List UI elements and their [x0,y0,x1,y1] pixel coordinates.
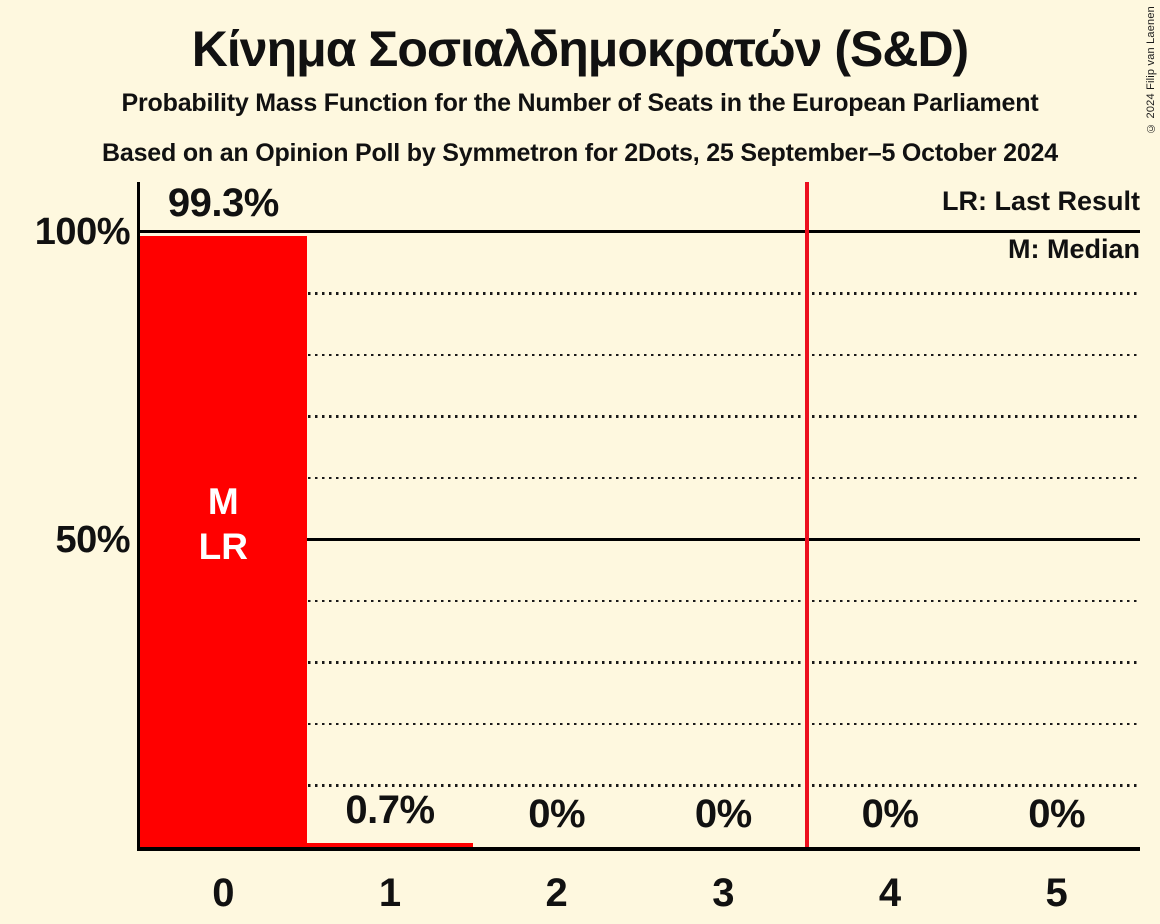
x-axis-label-4: 4 [878,871,902,915]
chart-title: Κίνημα Σοσιαλδημοκρατών (S&D) [191,21,969,77]
bar-column-3: 0% 3 [640,182,807,915]
x-axis-label-3: 3 [712,871,735,915]
bar-column-5: 0% 5 [973,182,1140,915]
gridline-100 [140,230,1140,233]
bar-column-0: 99.3% M LR 0 [140,182,307,915]
bar-column-4: 0% 4 [807,182,974,915]
last-result-marker-label: LR [198,526,248,567]
majority-threshold-line [804,182,809,847]
median-last-result-marker: M LR [140,479,307,569]
median-marker-label: M [207,481,239,522]
x-axis-label-2: 2 [545,871,568,915]
x-axis-label-5: 5 [1045,871,1068,915]
bar-value-label-3: 0% [694,792,752,836]
bar-seats-1 [306,842,474,847]
bar-seats-0 [140,236,307,847]
gridline-80 [140,353,1140,356]
x-axis-label-0: 0 [212,871,235,915]
bar-value-label-2: 0% [528,792,586,836]
plot-area: 99.3% M LR 0 0.7% 1 0% 2 0% 3 0% 4 0% 5 [137,182,1140,915]
bar-value-label-1: 0.7% [345,787,435,832]
gridline-90 [140,292,1140,295]
legend-last-result: LR: Last Result [941,186,1140,216]
bar-value-label-5: 0% [1028,792,1086,836]
bar-column-1: 0.7% 1 [306,182,474,915]
bar-value-label-4: 0% [861,792,919,836]
gridline-30 [140,661,1140,664]
gridline-60 [140,476,1140,479]
gridline-70 [140,415,1140,418]
y-axis-label-100: 100% [34,211,131,253]
x-axis-label-1: 1 [378,871,402,915]
copyright-notice: © 2024 Filip van Laenen [1145,6,1157,134]
gridline-10 [140,784,1140,787]
bar-column-2: 0% 2 [473,182,640,915]
gridline-20 [140,722,1140,725]
gridline-40 [140,599,1140,602]
y-axis-label-50: 50% [55,519,130,561]
chart-subtitle-poll-source: Based on an Opinion Poll by Symmetron fo… [102,139,1058,167]
bar-value-label-0: 99.3% [167,181,279,226]
chart-subtitle-pmf: Probability Mass Function for the Number… [121,89,1039,117]
legend-median: M: Median [1008,234,1140,264]
gridline-50 [140,537,1140,541]
